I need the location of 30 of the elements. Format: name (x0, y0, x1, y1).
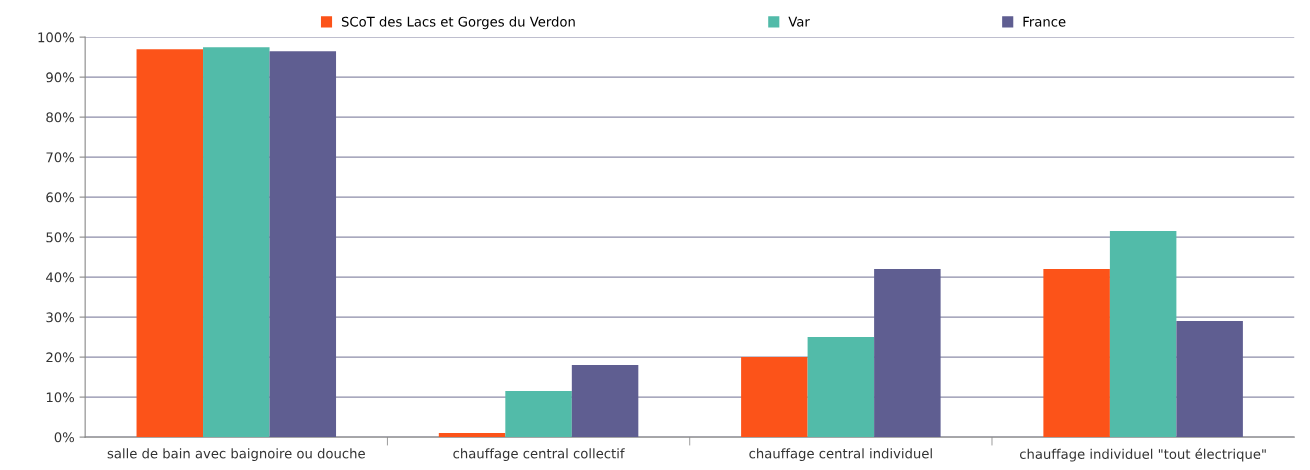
bar (136, 49, 204, 438)
y-tick-label: 10% (46, 392, 75, 403)
bar (438, 433, 506, 438)
legend-label: Var (788, 16, 810, 27)
bar (1176, 321, 1243, 438)
bar (571, 365, 639, 438)
bar (203, 47, 270, 438)
bar (1109, 231, 1177, 438)
y-tick-label: 30% (46, 312, 75, 323)
x-tick-label: chauffage individuel "tout électrique" (1019, 448, 1266, 462)
y-tick-label: 20% (46, 352, 75, 363)
y-tick-label: 60% (46, 192, 75, 203)
bar (741, 357, 808, 438)
y-tick-label: 80% (46, 112, 75, 123)
y-tick-label: 50% (46, 232, 75, 243)
x-tick-label: chauffage central collectif (453, 448, 625, 461)
bar (807, 337, 875, 438)
y-tick-label: 90% (46, 72, 75, 83)
legend-label: France (1023, 16, 1066, 27)
x-tick-label: salle de bain avec baignoire ou douche (107, 448, 365, 461)
y-tick-label: 0% (54, 432, 75, 443)
y-tick-label: 70% (46, 152, 75, 163)
bar (505, 391, 572, 438)
y-tick-label: 100% (38, 32, 74, 43)
bar (874, 269, 941, 438)
bar (1043, 269, 1110, 438)
y-tick-label: 40% (46, 272, 75, 283)
x-tick-label: chauffage central individuel (749, 448, 932, 461)
legend-label: SCoT des Lacs et Gorges du Verdon (341, 16, 575, 30)
bar (269, 51, 337, 438)
